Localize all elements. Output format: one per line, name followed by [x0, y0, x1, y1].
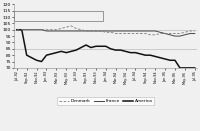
Legend: Denmark, France, America: Denmark, France, America — [57, 97, 154, 105]
Bar — [14, 11, 103, 21]
